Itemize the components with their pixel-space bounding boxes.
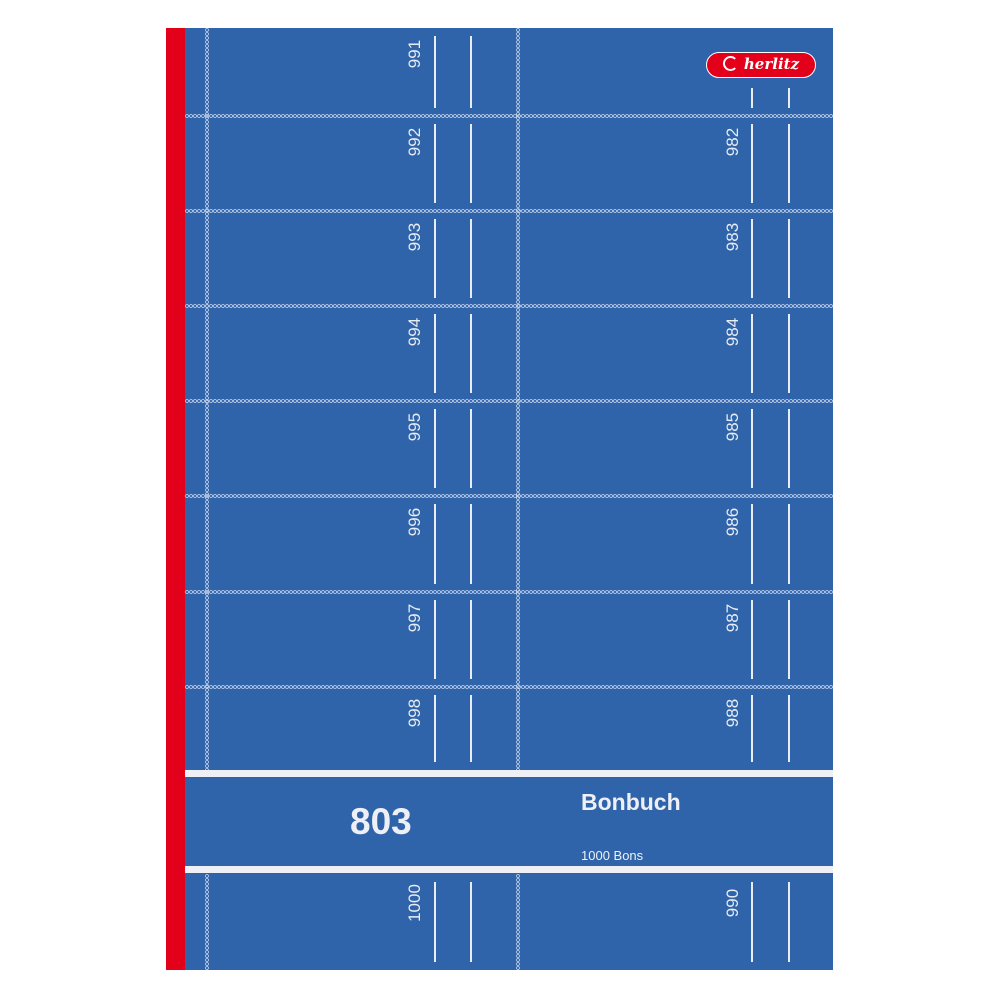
ticket-line (470, 219, 472, 298)
ticket-number: 996 (405, 507, 424, 537)
ticket-number: 987 (723, 603, 742, 633)
perforation-horizontal (185, 494, 833, 498)
ticket-line (751, 124, 753, 203)
ticket-line (434, 36, 436, 108)
ticket-line (434, 219, 436, 298)
ticket-number: 997 (405, 603, 424, 633)
ticket-line (470, 409, 472, 488)
ticket-number: 983 (723, 222, 742, 252)
ticket-line (434, 695, 436, 762)
ticket-line (434, 882, 436, 962)
perforation-horizontal (185, 209, 833, 213)
ticket-line (751, 882, 753, 962)
perforation-horizontal (185, 590, 833, 594)
ticket-line (470, 36, 472, 108)
ticket-number: 991 (405, 39, 424, 69)
ticket-line (788, 219, 790, 298)
ticket-line (470, 695, 472, 762)
ticket-line (788, 124, 790, 203)
ticket-line (751, 409, 753, 488)
ticket-line (751, 88, 753, 108)
ticket-number: 988 (723, 698, 742, 728)
white-band (185, 770, 833, 777)
herlitz-logo: herlitz (706, 52, 816, 78)
perforation-horizontal (185, 685, 833, 689)
ticket-number: 1000 (405, 884, 424, 922)
perforation-horizontal (185, 304, 833, 308)
ticket-line (788, 695, 790, 762)
ticket-number: 993 (405, 222, 424, 252)
ticket-number: 986 (723, 507, 742, 537)
ticket-line (434, 314, 436, 393)
ticket-line (751, 695, 753, 762)
ticket-line (751, 504, 753, 584)
ticket-line (434, 409, 436, 488)
product-title: Bonbuch (581, 789, 681, 815)
ticket-line (788, 882, 790, 962)
white-band (185, 866, 833, 873)
product-code: 803 (350, 801, 412, 842)
ticket-line (434, 600, 436, 679)
ticket-number: 982 (723, 127, 742, 157)
ticket-line (470, 314, 472, 393)
perforation-vertical (205, 874, 209, 970)
perforation-vertical (516, 874, 520, 970)
red-spine (166, 28, 185, 970)
ticket-line (751, 314, 753, 393)
ticket-line (470, 124, 472, 203)
ticket-line (470, 600, 472, 679)
ticket-line (434, 124, 436, 203)
ticket-line (788, 409, 790, 488)
ticket-line (434, 504, 436, 584)
swirl-icon (722, 56, 738, 71)
ticket-line (470, 882, 472, 962)
ticket-number: 998 (405, 698, 424, 728)
ticket-line (470, 504, 472, 584)
brand-name: herlitz (743, 55, 800, 73)
ticket-line (788, 314, 790, 393)
ticket-number: 994 (405, 317, 424, 347)
ticket-line (751, 600, 753, 679)
ticket-number: 985 (723, 412, 742, 442)
ticket-number: 992 (405, 127, 424, 157)
ticket-number: 995 (405, 412, 424, 442)
ticket-number: 990 (723, 888, 742, 918)
ticket-line (788, 600, 790, 679)
perforation-horizontal (185, 114, 833, 118)
ticket-number: 984 (723, 317, 742, 347)
product-subtitle: 1000 Bons (581, 848, 644, 863)
ticket-line (788, 88, 790, 108)
ticket-line (751, 219, 753, 298)
perforation-horizontal (185, 399, 833, 403)
book-cover: 991 992 982 993 983 994 984 995 985 996 986 997 987 9… (166, 28, 833, 970)
ticket-line (788, 504, 790, 584)
